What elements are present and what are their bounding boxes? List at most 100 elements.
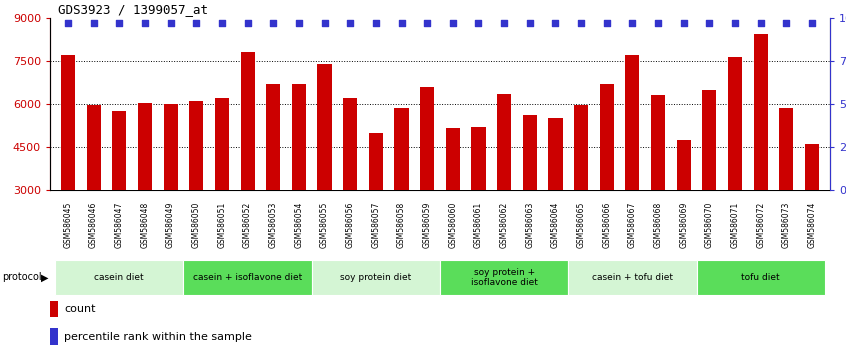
Bar <box>55 260 184 295</box>
Text: GSM586058: GSM586058 <box>397 202 406 248</box>
Bar <box>113 111 126 190</box>
Point <box>369 20 382 26</box>
Text: GSM586074: GSM586074 <box>808 202 816 248</box>
Text: GSM586046: GSM586046 <box>89 202 98 248</box>
Text: GSM586073: GSM586073 <box>782 202 791 248</box>
Bar <box>471 127 486 190</box>
Point <box>241 20 255 26</box>
Bar <box>574 105 588 190</box>
Bar <box>805 144 819 190</box>
Bar <box>523 115 537 190</box>
Bar <box>779 108 794 190</box>
Point <box>87 20 101 26</box>
Text: GSM586055: GSM586055 <box>320 202 329 248</box>
Point <box>626 20 640 26</box>
Point <box>472 20 486 26</box>
Point <box>292 20 305 26</box>
Point <box>728 20 742 26</box>
Bar <box>702 90 717 190</box>
Bar <box>569 260 696 295</box>
Text: casein + isoflavone diet: casein + isoflavone diet <box>193 273 302 282</box>
Bar <box>600 84 614 190</box>
Point <box>420 20 434 26</box>
Point <box>651 20 665 26</box>
Point <box>703 20 717 26</box>
Bar <box>240 52 255 190</box>
Point <box>677 20 690 26</box>
Text: GSM586047: GSM586047 <box>115 202 124 248</box>
Point <box>343 20 357 26</box>
Text: protocol: protocol <box>2 273 41 282</box>
Text: GSM586062: GSM586062 <box>500 202 508 248</box>
Point <box>190 20 203 26</box>
Text: soy protein +
isoflavone diet: soy protein + isoflavone diet <box>470 268 537 287</box>
Text: GSM586069: GSM586069 <box>679 202 689 248</box>
Text: GSM586045: GSM586045 <box>63 202 73 248</box>
Text: GSM586051: GSM586051 <box>217 202 227 248</box>
Bar <box>138 103 152 190</box>
Point <box>754 20 767 26</box>
Bar <box>292 84 306 190</box>
Bar <box>440 260 569 295</box>
Text: GSM586059: GSM586059 <box>423 202 431 248</box>
Point <box>61 20 74 26</box>
Bar <box>497 94 511 190</box>
Point <box>446 20 459 26</box>
Bar <box>343 98 357 190</box>
Point <box>574 20 588 26</box>
Bar <box>190 101 203 190</box>
Text: GSM586060: GSM586060 <box>448 202 458 248</box>
Bar <box>61 55 75 190</box>
Bar <box>266 84 280 190</box>
Text: GSM586070: GSM586070 <box>705 202 714 248</box>
Bar <box>696 260 825 295</box>
Bar <box>317 64 332 190</box>
Point <box>164 20 178 26</box>
Text: GSM586068: GSM586068 <box>654 202 662 248</box>
Text: GSM586071: GSM586071 <box>731 202 739 248</box>
Point <box>395 20 409 26</box>
Bar <box>394 108 409 190</box>
Text: GSM586063: GSM586063 <box>525 202 535 248</box>
Text: GSM586066: GSM586066 <box>602 202 612 248</box>
Point <box>318 20 332 26</box>
Text: tofu diet: tofu diet <box>741 273 780 282</box>
Text: GSM586064: GSM586064 <box>551 202 560 248</box>
Text: GSM586052: GSM586052 <box>243 202 252 248</box>
Bar <box>651 95 665 190</box>
Point <box>780 20 794 26</box>
Text: soy protein diet: soy protein diet <box>340 273 411 282</box>
Bar <box>446 129 460 190</box>
Text: GSM586049: GSM586049 <box>166 202 175 248</box>
Bar <box>163 104 178 190</box>
Point <box>113 20 126 26</box>
Text: GSM586048: GSM586048 <box>140 202 150 248</box>
Bar <box>728 57 742 190</box>
Point <box>805 20 819 26</box>
Bar <box>548 118 563 190</box>
Bar <box>50 328 58 344</box>
Text: GSM586053: GSM586053 <box>269 202 277 248</box>
Bar <box>50 301 58 317</box>
Point <box>497 20 511 26</box>
Bar <box>184 260 311 295</box>
Text: ▶: ▶ <box>41 273 48 282</box>
Bar <box>311 260 440 295</box>
Text: count: count <box>64 304 96 314</box>
Text: GSM586050: GSM586050 <box>192 202 201 248</box>
Point <box>549 20 563 26</box>
Text: casein diet: casein diet <box>95 273 144 282</box>
Point <box>266 20 280 26</box>
Point <box>215 20 228 26</box>
Bar <box>677 140 691 190</box>
Bar <box>215 98 229 190</box>
Bar <box>86 105 101 190</box>
Bar <box>754 34 768 190</box>
Text: GSM586065: GSM586065 <box>577 202 585 248</box>
Point <box>523 20 536 26</box>
Text: percentile rank within the sample: percentile rank within the sample <box>64 332 252 342</box>
Text: GSM586072: GSM586072 <box>756 202 766 248</box>
Text: GSM586054: GSM586054 <box>294 202 304 248</box>
Text: GDS3923 / 1399057_at: GDS3923 / 1399057_at <box>58 3 208 16</box>
Text: GSM586056: GSM586056 <box>346 202 354 248</box>
